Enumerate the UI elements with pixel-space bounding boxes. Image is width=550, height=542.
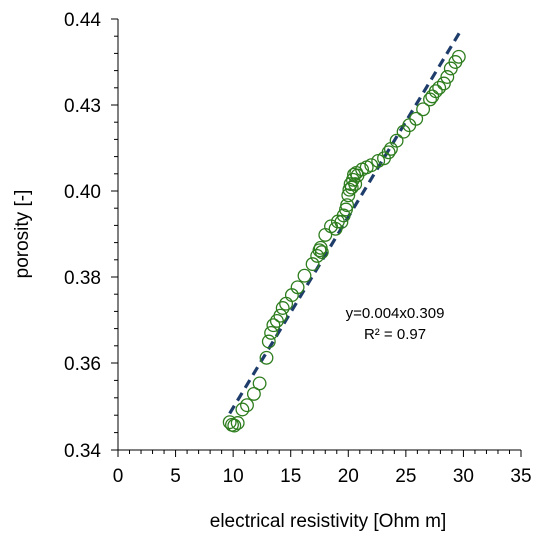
data-point	[279, 296, 294, 311]
data-point	[266, 318, 281, 333]
x-axis-label: electrical resistivity [Ohm m]	[210, 511, 446, 532]
data-point	[305, 257, 320, 272]
y-tick-label: 0.43	[64, 96, 101, 117]
x-tick-label: 5	[170, 466, 181, 487]
x-tick-label: 30	[453, 466, 474, 487]
data-point	[290, 280, 305, 295]
data-point	[240, 398, 254, 413]
axes: 0 5 10 15 20 25 30 35 0.34 0.36 0.38 0.40 0.43 0.44	[64, 10, 532, 487]
data-point	[409, 111, 424, 126]
data-point	[340, 198, 355, 213]
data-point	[235, 402, 250, 417]
data-point	[389, 133, 404, 148]
data-point	[428, 84, 443, 99]
r-squared-annotation: R² = 0.97	[364, 326, 426, 343]
data-point	[416, 102, 431, 117]
data-point	[275, 301, 290, 315]
data-point	[381, 145, 396, 160]
y-axis-ticks: 0.34 0.36 0.38 0.40 0.43 0.44	[64, 10, 118, 462]
x-axis-ticks: 0 5 10 15 20 25 30 35	[113, 450, 532, 487]
data-point	[261, 334, 276, 349]
data-points-layer	[222, 49, 466, 433]
x-tick-label: 25	[395, 466, 416, 487]
y-axis-label: porosity [-]	[12, 190, 33, 279]
y-tick-label: 0.34	[64, 441, 101, 462]
data-point	[336, 208, 351, 223]
data-point	[348, 177, 363, 192]
x-tick-label: 35	[510, 466, 531, 487]
data-point	[230, 416, 245, 430]
data-point	[259, 350, 274, 365]
equation-annotation: y=0.004x0.309	[346, 305, 445, 322]
data-point	[297, 268, 312, 283]
x-tick-label: 15	[280, 466, 301, 487]
data-point	[440, 70, 455, 84]
data-point	[222, 415, 237, 430]
data-point	[246, 386, 261, 401]
data-point	[451, 49, 466, 64]
y-tick-label: 0.38	[64, 268, 101, 289]
data-point	[314, 245, 329, 260]
y-tick-label: 0.44	[64, 10, 101, 31]
x-tick-label: 10	[223, 466, 244, 487]
data-point	[341, 188, 356, 203]
data-point	[344, 180, 359, 195]
data-point	[364, 158, 379, 173]
data-point	[436, 76, 451, 91]
x-tick-label: 20	[338, 466, 359, 487]
data-point	[334, 215, 349, 229]
x-tick-label: 0	[113, 466, 124, 487]
data-point	[252, 376, 267, 391]
y-tick-label: 0.40	[64, 182, 101, 203]
data-point	[273, 308, 288, 323]
data-point	[264, 325, 279, 340]
trendline-layer	[228, 31, 462, 415]
data-point	[432, 80, 447, 95]
trendline	[228, 31, 462, 415]
data-point	[227, 418, 242, 433]
y-tick-label: 0.36	[64, 354, 101, 375]
